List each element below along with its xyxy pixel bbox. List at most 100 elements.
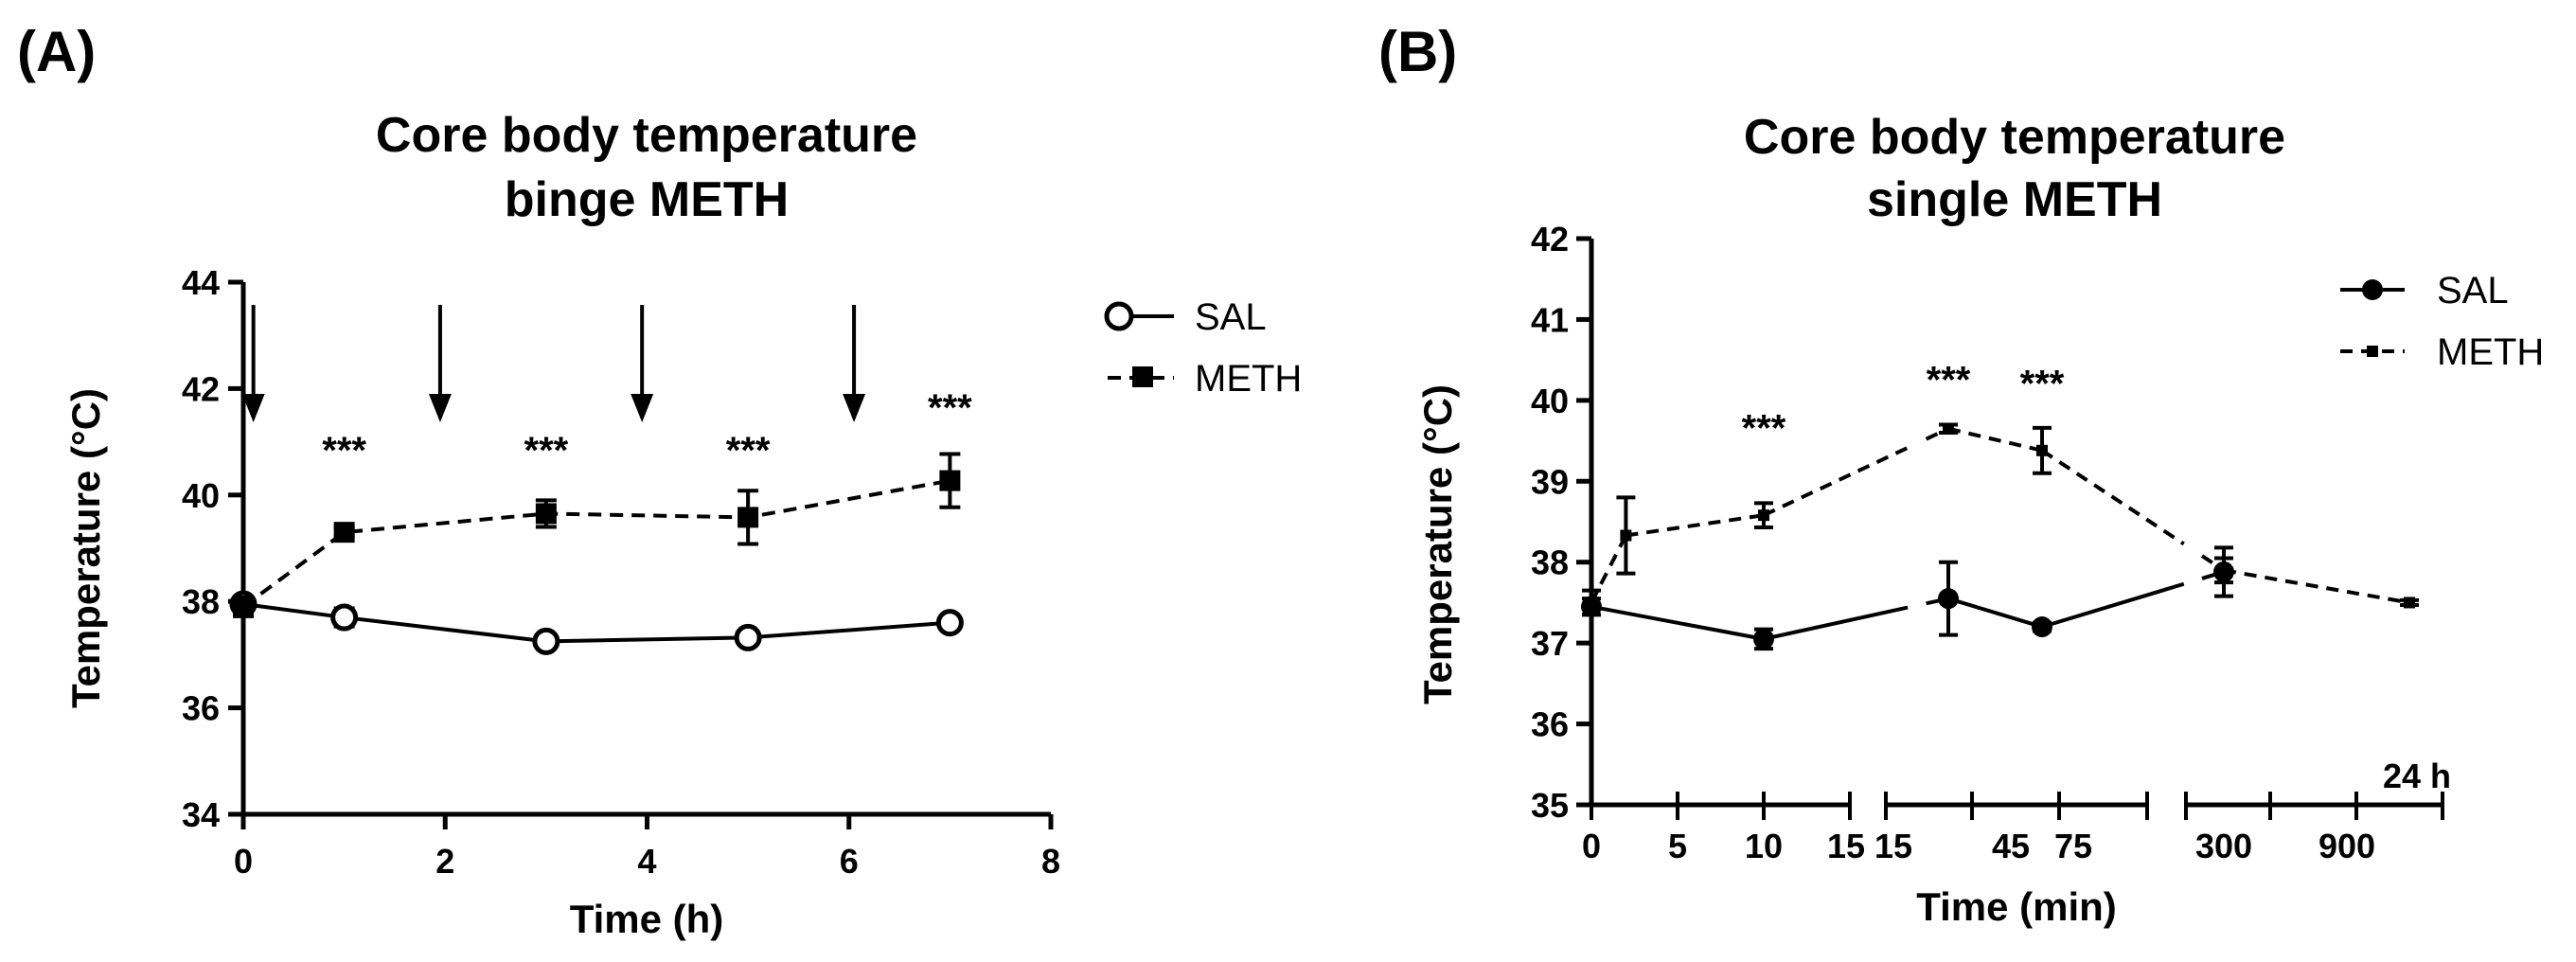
- panel-b-y-ticks: 35 36 37 38 39 40 41 42: [1531, 220, 1591, 825]
- significance-marker: ***: [726, 430, 771, 472]
- x-tick-label: 75: [2054, 827, 2092, 865]
- legend-b-meth-label: METH: [2437, 331, 2544, 373]
- panel-b-x-axis-label: Time (min): [1916, 884, 2117, 929]
- y-tick-label: 42: [1531, 220, 1569, 258]
- meth-data-point: [535, 503, 557, 525]
- x-tick-label: 10: [1745, 827, 1783, 865]
- x-tick-label: 2: [435, 842, 454, 881]
- panel-b-title: Core body temperature: [1744, 110, 2285, 165]
- panel-a-x-ticks: 0 2 4 6 8: [234, 814, 1060, 881]
- y-tick-label: 35: [1531, 786, 1569, 825]
- x-tick-label: 0: [234, 842, 253, 881]
- injection-arrow-head: [428, 394, 452, 422]
- panel-b: (B) Core body temperature single METH Te…: [1378, 20, 2544, 929]
- significance-marker: ***: [524, 430, 569, 472]
- x-tick-label: 900: [2318, 827, 2375, 865]
- legend-b-meth-marker: [2367, 346, 2378, 357]
- y-tick-label: 36: [182, 689, 220, 728]
- y-tick-label: 39: [1531, 462, 1569, 501]
- legend-b-sal-marker: [2362, 279, 2383, 300]
- sal-series-line: [1763, 605, 1909, 641]
- meth-data-point: [333, 522, 355, 543]
- sal-data-point: [935, 609, 964, 637]
- meth-data-point: [2036, 444, 2048, 456]
- y-tick-label: 34: [182, 795, 220, 834]
- panel-a-annotations: *** *** *** ***: [322, 387, 972, 472]
- sal-data-point: [532, 627, 560, 655]
- legend-sal-label: SAL: [1195, 296, 1267, 338]
- y-tick-label: 42: [182, 369, 220, 408]
- legend-b-sal-label: SAL: [2437, 270, 2509, 312]
- x-tick-label: 15: [1874, 827, 1912, 865]
- y-tick-label: 40: [1531, 382, 1569, 420]
- significance-marker: ***: [1742, 408, 1786, 450]
- sal-series-line: [1947, 597, 2043, 629]
- sal-data-point: [734, 623, 762, 651]
- x-tick-label: 4: [637, 842, 656, 881]
- panel-a-injection-arrows: [241, 305, 866, 422]
- y-tick-label: 37: [1531, 624, 1569, 663]
- panel-a-y-axis-label: Temperature (°C): [63, 388, 108, 708]
- meth-data-point: [939, 470, 961, 491]
- panel-a-series: [229, 452, 964, 655]
- panel-a-y-ticks: 34 36 38 40 42 44: [182, 263, 243, 834]
- y-tick-label: 38: [182, 582, 220, 621]
- meth-data-point: [2404, 597, 2415, 609]
- meth-data-point: [2218, 564, 2230, 577]
- meth-series-line: [2040, 449, 2185, 546]
- meth-series-line: [2223, 568, 2410, 605]
- panel-a-x-axis-label: Time (h): [570, 897, 724, 941]
- meth-series-line: [1947, 426, 2043, 453]
- sal-series-line: [1590, 604, 1765, 641]
- injection-arrow-head: [631, 394, 654, 422]
- significance-marker: ***: [2020, 364, 2065, 405]
- panel-b-label: (B): [1378, 20, 1457, 83]
- meth-data-point: [233, 596, 254, 617]
- panel-b-legend: SAL METH: [2340, 270, 2544, 373]
- significance-marker: ***: [1927, 359, 1971, 401]
- panel-a-label: (A): [17, 20, 96, 83]
- meth-data-point: [1943, 422, 1954, 435]
- x-tick-label: 300: [2195, 827, 2252, 865]
- significance-marker: ***: [322, 430, 366, 472]
- sal-data-point: [1753, 628, 1774, 650]
- meth-data-point: [1586, 597, 1597, 609]
- y-tick-label: 40: [182, 476, 220, 515]
- legend-sal-marker: [1104, 301, 1134, 331]
- x-tick-label: 0: [1582, 827, 1601, 865]
- x-tick-label: 45: [1992, 827, 2030, 865]
- injection-arrow-head: [241, 394, 265, 422]
- panel-a-legend: SAL METH: [1104, 296, 1302, 400]
- meth-data-point: [1758, 509, 1769, 522]
- panel-b-annotations: *** *** ***: [1742, 359, 2065, 449]
- x-tick-label: 8: [1041, 842, 1060, 881]
- x-tick-label: 15: [1827, 827, 1865, 865]
- panel-b-x-ticks: 0 5 10 15 15 45 75 300 900: [1582, 792, 2444, 865]
- panel-b-y-axis-label: Temperature (°C): [1415, 384, 1460, 704]
- panel-b-24h-label: 24 h: [2383, 757, 2451, 795]
- panel-a: (A) Core body temperature binge METH Tem…: [17, 20, 1302, 941]
- panel-a-title: Core body temperature: [376, 108, 917, 163]
- y-tick-label: 41: [1531, 300, 1569, 339]
- meth-series-line: [241, 478, 950, 609]
- x-tick-label: 5: [1668, 827, 1687, 865]
- x-tick-label: 6: [840, 842, 859, 881]
- meth-data-point: [737, 507, 759, 528]
- sal-data-point: [2032, 616, 2052, 638]
- panel-b-subtitle: single METH: [1867, 172, 2162, 227]
- significance-marker: ***: [928, 387, 972, 429]
- meth-series-line: [1763, 446, 1909, 517]
- meth-series-line: [1626, 513, 1765, 538]
- y-tick-label: 36: [1531, 705, 1569, 744]
- meth-series-line: [1590, 534, 1628, 604]
- meth-data-point: [1620, 529, 1632, 542]
- sal-data-point: [1938, 588, 1959, 610]
- y-tick-label: 38: [1531, 543, 1569, 582]
- legend-meth-label: METH: [1195, 358, 1302, 400]
- meth-series-line: [1925, 426, 1949, 441]
- sal-series-line: [2041, 581, 2185, 629]
- panel-b-series: [1581, 422, 2419, 651]
- injection-arrow-head: [843, 394, 866, 422]
- panel-a-subtitle: binge METH: [505, 172, 789, 227]
